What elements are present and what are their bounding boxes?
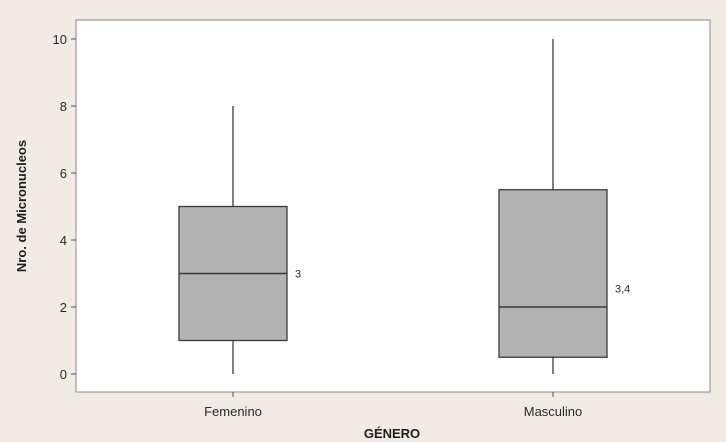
y-tick-label: 2 [60, 300, 67, 315]
y-tick-label: 0 [60, 367, 67, 382]
box-masculino: 3,4 [498, 39, 630, 374]
plot-area [75, 19, 711, 393]
y-tick-label: 8 [60, 99, 67, 114]
x-axis-title: GÉNERO [364, 426, 420, 441]
box-annotation: 3,4 [615, 284, 630, 296]
box-annotation: 3 [295, 269, 301, 281]
box-series: 33,4 [178, 39, 630, 374]
box-femenino: 3 [178, 106, 301, 374]
y-tick-label: 6 [60, 166, 67, 181]
x-tick-label: Masculino [524, 404, 583, 419]
y-axis-title: Nro. de Micronucleos [14, 140, 29, 272]
y-tick-label: 4 [60, 233, 67, 248]
y-axis: 0 2 4 6 8 10 [53, 32, 76, 382]
x-axis: Femenino Masculino [204, 392, 582, 419]
y-tick-label: 10 [53, 32, 67, 47]
iqr-box [498, 189, 608, 358]
x-tick-label: Femenino [204, 404, 262, 419]
